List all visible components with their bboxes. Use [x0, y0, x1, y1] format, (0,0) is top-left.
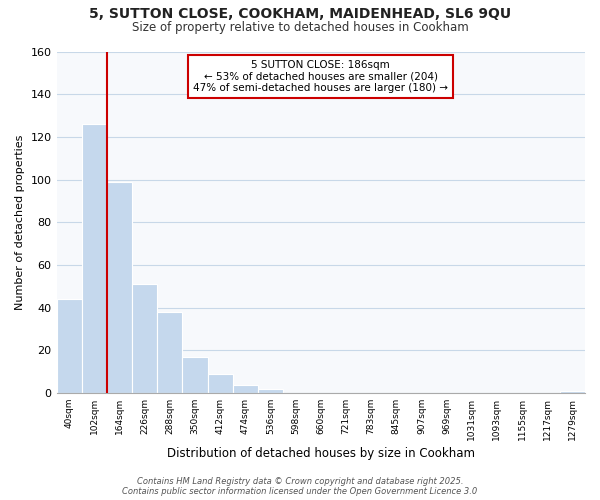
Bar [157, 312, 182, 393]
Bar [182, 357, 208, 393]
Y-axis label: Number of detached properties: Number of detached properties [15, 134, 25, 310]
Text: Size of property relative to detached houses in Cookham: Size of property relative to detached ho… [131, 21, 469, 34]
Text: Contains HM Land Registry data © Crown copyright and database right 2025.
Contai: Contains HM Land Registry data © Crown c… [122, 476, 478, 496]
Text: 5 SUTTON CLOSE: 186sqm
← 53% of detached houses are smaller (204)
47% of semi-de: 5 SUTTON CLOSE: 186sqm ← 53% of detached… [193, 60, 448, 93]
Bar [208, 374, 233, 393]
X-axis label: Distribution of detached houses by size in Cookham: Distribution of detached houses by size … [167, 447, 475, 460]
Bar [132, 284, 157, 393]
Bar [56, 299, 82, 393]
Bar [82, 124, 107, 393]
Bar [233, 384, 258, 393]
Bar [560, 391, 585, 393]
Bar [107, 182, 132, 393]
Bar [258, 389, 283, 393]
Text: 5, SUTTON CLOSE, COOKHAM, MAIDENHEAD, SL6 9QU: 5, SUTTON CLOSE, COOKHAM, MAIDENHEAD, SL… [89, 8, 511, 22]
